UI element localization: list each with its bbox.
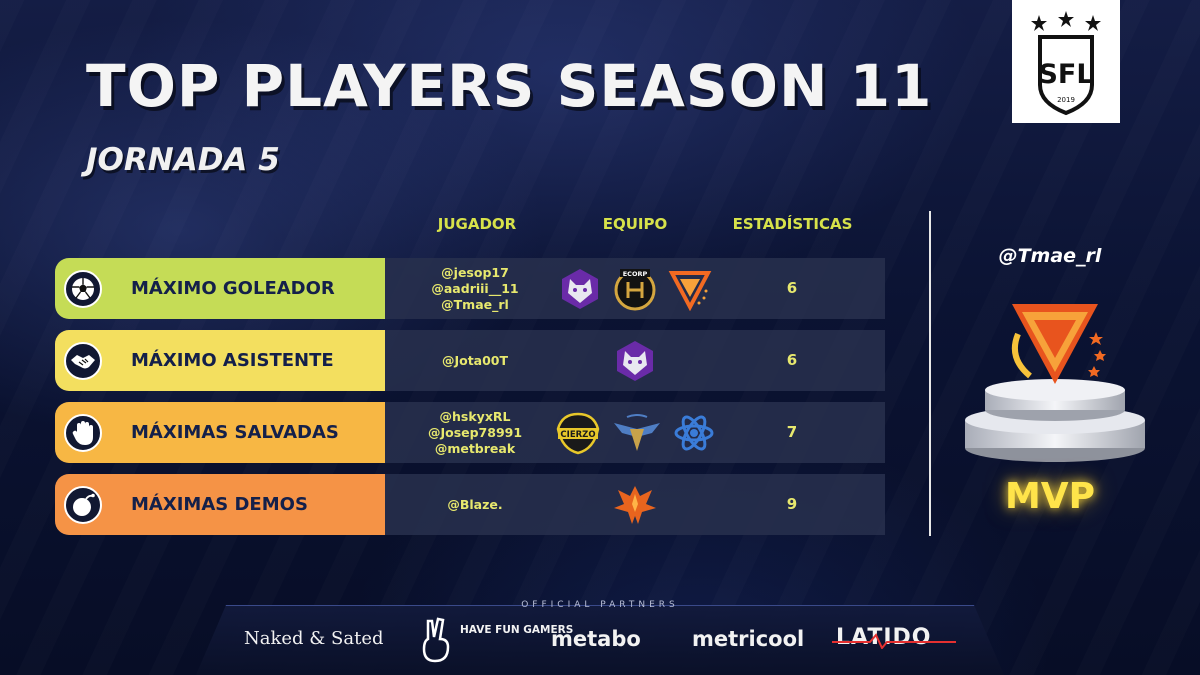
svg-text:2019: 2019 — [1057, 96, 1075, 104]
svg-text:CIERZO: CIERZO — [560, 430, 595, 440]
award-row-top-demos: MÁXIMAS DEMOS @Blaze. 9 — [55, 474, 885, 535]
award-row-top-scorer: MÁXIMO GOLEADOR @jesop17 @aadriii__11 @T… — [55, 258, 885, 319]
player-name: @Blaze. — [447, 496, 503, 512]
page-title: TOP PLAYERS SEASON 11 — [86, 52, 933, 120]
award-title: MÁXIMO ASISTENTE — [131, 350, 334, 371]
team-logos: CIERZO — [550, 402, 720, 463]
player-name: @metbreak — [434, 440, 516, 456]
partner-naked-sated: Naked & Sated — [244, 628, 384, 649]
column-header-stats: ESTADÍSTICAS — [732, 215, 853, 233]
team-logos — [550, 474, 720, 535]
award-title: MÁXIMAS SALVADAS — [131, 422, 339, 443]
cierzo-team-logo: CIERZO — [556, 412, 600, 454]
svg-text:SFL: SFL — [1038, 59, 1093, 90]
player-name: @Josep78991 — [427, 424, 523, 440]
section-divider — [929, 211, 931, 536]
partner-metabo: metabo — [551, 627, 641, 651]
sfl-shield-icon: SFL 2019 — [1031, 10, 1101, 115]
phoenix-team-logo — [614, 485, 656, 524]
mvp-label: MVP — [1004, 476, 1096, 517]
ecorp-team-logo: ECORP — [614, 268, 656, 310]
player-name: @Tmae_rl — [441, 296, 509, 312]
player-list: @jesop17 @aadriii__11 @Tmae_rl — [385, 258, 565, 319]
partners-title: OFFICIAL PARTNERS — [521, 600, 679, 610]
bomb-icon — [64, 486, 102, 524]
player-name: @hskyxRL — [439, 408, 511, 424]
heartbeat-line-icon — [832, 633, 956, 649]
team-logos — [550, 330, 720, 391]
player-name: @Jota00T — [441, 352, 509, 368]
stat-value: 6 — [786, 279, 798, 297]
award-label-block: MÁXIMO GOLEADOR — [55, 258, 385, 319]
wolf-team-logo — [617, 340, 653, 381]
soccer-ball-icon — [64, 270, 102, 308]
mvp-team-logo — [1012, 304, 1106, 384]
player-list: @Blaze. — [385, 474, 565, 535]
wings-team-logo — [614, 413, 660, 451]
award-label-block: MÁXIMAS DEMOS — [55, 474, 385, 535]
svg-text:ECORP: ECORP — [623, 270, 648, 278]
atom-team-logo — [674, 415, 714, 450]
partners-footer — [196, 605, 1004, 675]
stat-value: 7 — [786, 423, 798, 441]
player-name: @jesop17 — [441, 264, 509, 280]
league-logo: SFL 2019 — [1012, 0, 1120, 123]
mvp-player-name: @Tmae_rl — [998, 245, 1102, 267]
award-label-block: MÁXIMAS SALVADAS — [55, 402, 385, 463]
team-logos: ECORP — [550, 258, 720, 319]
page-subtitle: JORNADA 5 — [86, 142, 280, 178]
award-row-top-saves: MÁXIMAS SALVADAS @hskyxRL @Josep78991 @m… — [55, 402, 885, 463]
partner-label: HAVE FUN GAMERS — [460, 624, 574, 636]
hand-stop-icon — [64, 414, 102, 452]
triangle-team-logo — [668, 270, 712, 311]
award-row-top-assists: MÁXIMO ASISTENTE @Jota00T 6 — [55, 330, 885, 391]
mvp-podium — [965, 304, 1145, 462]
player-name: @aadriii__11 — [431, 280, 519, 296]
award-title: MÁXIMO GOLEADOR — [131, 278, 335, 299]
peace-hand-icon — [422, 617, 450, 663]
column-header-team: EQUIPO — [602, 215, 668, 233]
partner-metricool: metricool — [692, 627, 805, 651]
award-title: MÁXIMAS DEMOS — [131, 494, 308, 515]
column-header-player: JUGADOR — [437, 215, 517, 233]
award-label-block: MÁXIMO ASISTENTE — [55, 330, 385, 391]
stat-value: 9 — [786, 495, 798, 513]
handshake-icon — [64, 342, 102, 380]
partner-latido: LATIDO — [832, 625, 956, 650]
wolf-team-logo — [562, 268, 598, 309]
stat-value: 6 — [786, 351, 798, 369]
player-list: @Jota00T — [385, 330, 565, 391]
player-list: @hskyxRL @Josep78991 @metbreak — [385, 402, 565, 463]
